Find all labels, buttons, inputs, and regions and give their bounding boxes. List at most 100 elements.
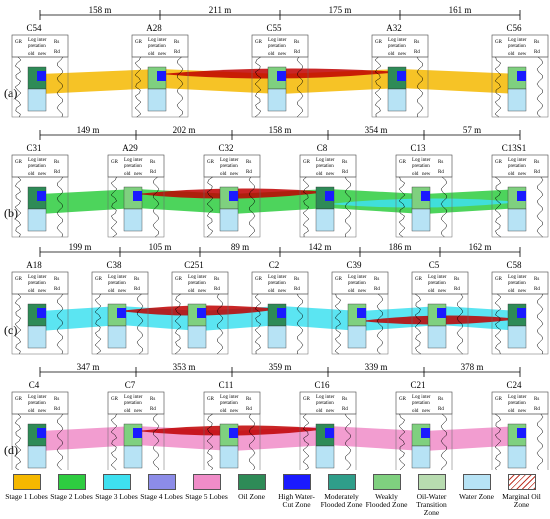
header-text: pretation bbox=[124, 401, 142, 406]
interp-column bbox=[325, 191, 334, 201]
legend-swatch bbox=[417, 474, 446, 490]
interp-column bbox=[157, 71, 166, 81]
legend-swatch bbox=[327, 474, 356, 490]
water-zone bbox=[27, 325, 47, 349]
water-zone bbox=[387, 88, 407, 112]
header-text: pretation bbox=[428, 281, 446, 286]
header-text: Rs bbox=[374, 277, 379, 282]
header-text: Log inter bbox=[508, 158, 527, 163]
header-text: new bbox=[230, 172, 239, 177]
rd-curve bbox=[176, 56, 184, 118]
legend-label: Moderately Flooded Zone bbox=[320, 492, 363, 509]
legend-item: Stage 1 Lobes bbox=[4, 474, 49, 517]
header-text: pretation bbox=[348, 281, 366, 286]
water-zone bbox=[507, 88, 527, 112]
header-text: pretation bbox=[148, 44, 166, 49]
interp-column bbox=[517, 428, 526, 438]
header-text: Rd bbox=[54, 170, 60, 175]
rd-curve bbox=[536, 176, 544, 238]
water-zone bbox=[507, 445, 527, 469]
legend-item: Water Zone bbox=[454, 474, 499, 517]
interp-column bbox=[421, 428, 430, 438]
well-name: A18 bbox=[26, 260, 42, 270]
legend: Stage 1 Lobes Stage 2 Lobes Stage 3 Lobes S… bbox=[4, 474, 548, 517]
header-text: Log inter bbox=[188, 275, 207, 280]
gr-curve bbox=[398, 176, 406, 238]
header-text: Rs bbox=[134, 277, 139, 282]
gr-curve bbox=[206, 176, 214, 238]
header-text: Rs bbox=[342, 160, 347, 165]
header-text: old bbox=[28, 52, 35, 57]
distance: 158 m bbox=[269, 125, 292, 135]
legend-swatch bbox=[192, 474, 221, 490]
header-text: old bbox=[108, 289, 115, 294]
legend-item: Stage 3 Lobes bbox=[94, 474, 139, 517]
legend-label: Marginal Oil Zone bbox=[502, 492, 541, 509]
header-text: GR bbox=[335, 277, 343, 282]
log-column bbox=[251, 56, 309, 118]
distance: 199 m bbox=[69, 242, 92, 252]
interp-column bbox=[133, 191, 142, 201]
rd-curve bbox=[416, 56, 424, 118]
log-column bbox=[331, 293, 389, 355]
interp-column bbox=[517, 308, 526, 318]
well-name: C5 bbox=[429, 260, 440, 270]
header-text: old bbox=[508, 409, 515, 414]
header-text: Log inter bbox=[124, 395, 143, 400]
header-text: old bbox=[412, 409, 419, 414]
header-text: new bbox=[230, 409, 239, 414]
header-text: GR bbox=[95, 277, 103, 282]
header-text: Log inter bbox=[28, 275, 47, 280]
header-text: Rs bbox=[246, 397, 251, 402]
distance: 347 m bbox=[77, 362, 100, 372]
rd-curve bbox=[344, 413, 352, 475]
distance: 158 m bbox=[89, 5, 112, 15]
header-text: Rs bbox=[342, 397, 347, 402]
log-column bbox=[371, 56, 429, 118]
log-column bbox=[203, 176, 261, 238]
header-text: new bbox=[422, 172, 431, 177]
header-text: new bbox=[358, 289, 367, 294]
legend-label: Water Zone bbox=[458, 492, 494, 501]
distance: 142 m bbox=[309, 242, 332, 252]
legend-swatch bbox=[507, 474, 536, 490]
header-text: old bbox=[428, 289, 435, 294]
water-zone bbox=[219, 445, 239, 469]
header-text: old bbox=[28, 172, 35, 177]
header-text: pretation bbox=[508, 164, 526, 169]
header-text: old bbox=[508, 289, 515, 294]
panel-label: (b) bbox=[4, 206, 18, 220]
gr-curve bbox=[134, 56, 142, 118]
distance: 353 m bbox=[173, 362, 196, 372]
legend-item: Stage 4 Lobes bbox=[139, 474, 184, 517]
water-zone bbox=[219, 208, 239, 232]
header-text: old bbox=[508, 172, 515, 177]
header-text: old bbox=[28, 289, 35, 294]
header-text: Rd bbox=[246, 170, 252, 175]
interp-column bbox=[397, 71, 406, 81]
interp-column bbox=[197, 308, 206, 318]
well-name: A32 bbox=[386, 23, 402, 33]
well-name: C13 bbox=[410, 143, 426, 153]
gr-curve bbox=[94, 293, 102, 355]
well-name: C38 bbox=[106, 260, 122, 270]
distance: 161 m bbox=[449, 5, 472, 15]
header-text: new bbox=[326, 409, 335, 414]
rd-curve bbox=[456, 293, 464, 355]
distance: 105 m bbox=[149, 242, 172, 252]
header-text: Rd bbox=[342, 170, 348, 175]
header-text: Rd bbox=[134, 287, 140, 292]
interp-column bbox=[421, 191, 430, 201]
distance: 162 m bbox=[469, 242, 492, 252]
header-text: old bbox=[316, 172, 323, 177]
header-text: new bbox=[518, 409, 527, 414]
well-name: C55 bbox=[266, 23, 282, 33]
header-text: GR bbox=[415, 277, 423, 282]
gr-curve bbox=[14, 413, 22, 475]
header-text: new bbox=[518, 289, 527, 294]
legend-item: High Water-Cut Zone bbox=[274, 474, 319, 517]
header-text: GR bbox=[399, 397, 407, 402]
panel-label: (c) bbox=[4, 323, 17, 337]
